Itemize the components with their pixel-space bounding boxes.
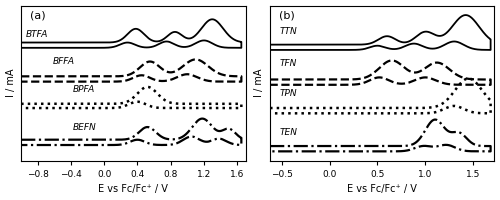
Y-axis label: I / mA: I / mA xyxy=(6,69,16,97)
Text: (b): (b) xyxy=(279,10,295,20)
Text: TFN: TFN xyxy=(280,59,297,68)
Text: BFFA: BFFA xyxy=(52,57,74,66)
Y-axis label: I / mA: I / mA xyxy=(254,69,264,97)
Text: TEN: TEN xyxy=(280,128,297,137)
X-axis label: E vs Fc/Fc⁺ / V: E vs Fc/Fc⁺ / V xyxy=(98,184,168,194)
Text: (a): (a) xyxy=(30,10,46,20)
Text: BEFN: BEFN xyxy=(72,123,96,132)
X-axis label: E vs Fc/Fc⁺ / V: E vs Fc/Fc⁺ / V xyxy=(348,184,417,194)
Text: BTFA: BTFA xyxy=(26,30,48,39)
Text: TTN: TTN xyxy=(280,27,297,36)
Text: BPFA: BPFA xyxy=(72,85,95,94)
Text: TPN: TPN xyxy=(280,89,297,98)
